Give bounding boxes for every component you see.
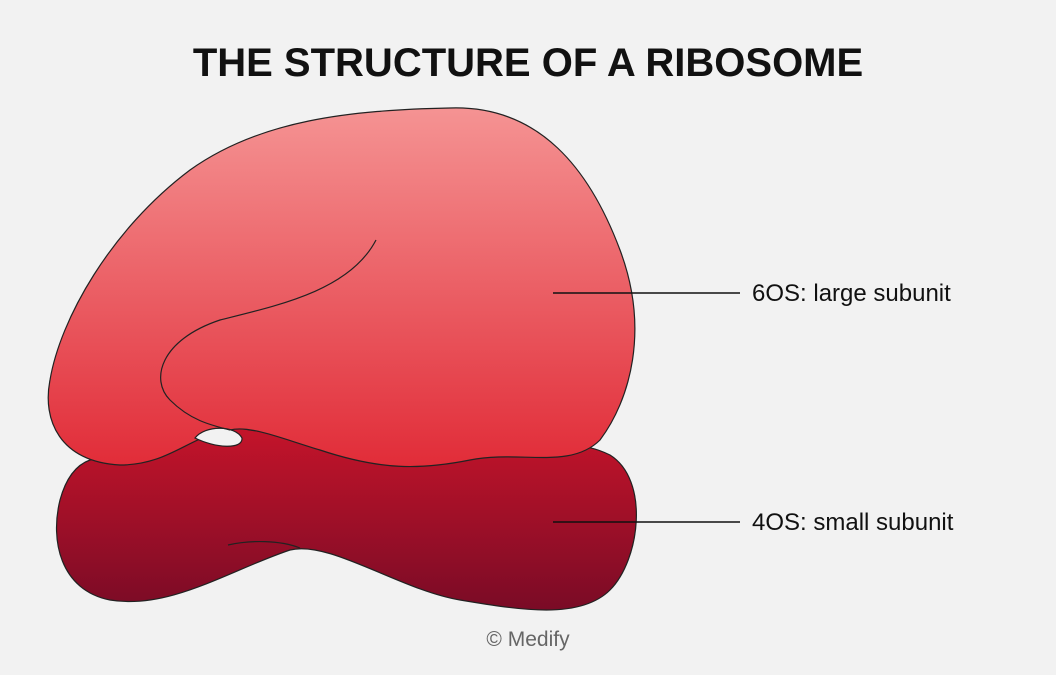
label: 4OS: small subunit	[752, 509, 954, 536]
title: THE STRUCTURE OF A RIBOSOME	[193, 41, 863, 85]
small-contour	[227, 540, 301, 549]
label: 6OS: large subunit	[752, 280, 951, 307]
large-contour	[160, 239, 377, 431]
credit: © Medify	[486, 628, 570, 651]
large-subunit	[47, 107, 636, 468]
tunnel-gap	[194, 427, 243, 447]
